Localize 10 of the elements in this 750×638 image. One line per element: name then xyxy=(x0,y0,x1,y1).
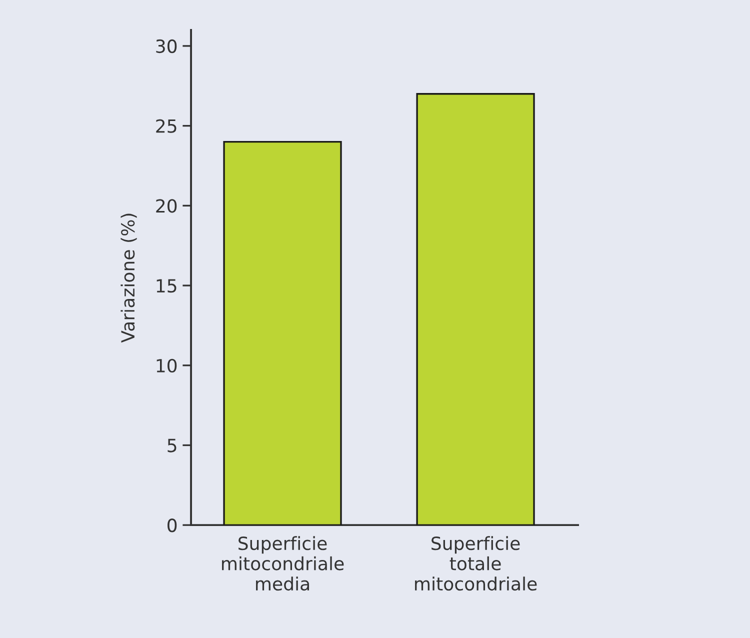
y-tick-label: 0 xyxy=(168,518,177,532)
x-tick-label: Superficie totale mitocondriale xyxy=(415,536,537,591)
y-tick-label: 25 xyxy=(156,119,176,133)
y-tick-label: 5 xyxy=(168,438,176,452)
y-tick-label: 15 xyxy=(156,279,176,293)
y-axis-title: Variazione (%) xyxy=(120,214,137,343)
y-tick-label: 10 xyxy=(156,358,177,372)
y-tick-label: 30 xyxy=(156,39,177,54)
y-tick-label: 20 xyxy=(156,199,177,213)
x-tick-label: Superficie mitocondriale media xyxy=(222,536,344,591)
